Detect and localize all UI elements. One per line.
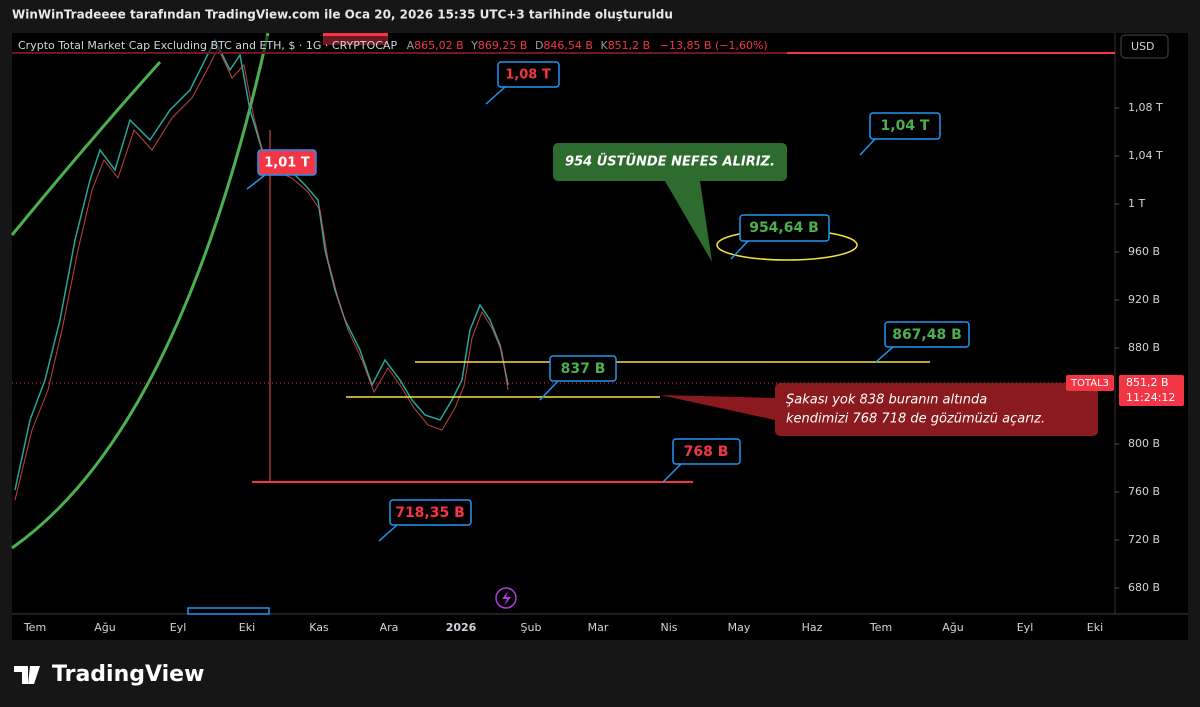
price-tick-label: 1,04 T [1128, 149, 1163, 162]
symbol-tag-text: TOTAL3 [1070, 378, 1109, 389]
callout: 1,04 T [859, 112, 941, 156]
note-text: kendimizi 768 718 de gözümüzü açarız. [786, 412, 1045, 427]
legend-bg [12, 36, 787, 54]
callout-box [869, 112, 941, 140]
note-box [775, 383, 1098, 436]
legend-symbol: Crypto Total Market Cap Excluding BTC an… [18, 39, 397, 52]
callout-text: 954,64 B [749, 220, 819, 236]
time-tick-label: Şub [521, 621, 542, 634]
callout-pointer [662, 463, 682, 483]
event-icon-bolt [502, 591, 511, 606]
symbol-tag [1066, 375, 1114, 391]
legend-value: 865,02 B [414, 39, 464, 52]
legend-label: Y [470, 39, 478, 52]
time-tick-label: Nis [660, 621, 677, 634]
callout-text: 837 B [561, 361, 606, 377]
price-tick-label: 1,08 T [1128, 101, 1163, 114]
legend-value: 851,2 B [608, 39, 651, 52]
price-tick-label: 800 B [1128, 437, 1160, 450]
note-box [553, 143, 787, 181]
price-tick-label: 720 B [1128, 533, 1160, 546]
callout: 954,64 B [730, 214, 830, 260]
price-tick-label: 760 B [1128, 485, 1160, 498]
callout: 1,01 T [246, 149, 317, 190]
price-tick-label: 1 T [1128, 197, 1145, 210]
note-pointer [660, 395, 775, 420]
time-tick-label: 2026 [446, 621, 477, 634]
time-tick-label: Eyl [170, 621, 187, 634]
legend-value: 869,25 B [478, 39, 528, 52]
callout: 867,48 B [875, 321, 970, 363]
note-pointer [665, 181, 712, 262]
callout-box [549, 355, 617, 382]
legend-label: A [407, 39, 415, 52]
time-tick-label: Eki [1087, 621, 1103, 634]
callout-box [884, 321, 970, 348]
callout-box [257, 149, 317, 176]
price-axis [1115, 33, 1188, 613]
currency-text: USD [1131, 40, 1155, 53]
legend-change: −13,85 B (−1,60%) [660, 39, 768, 52]
time-tick-label: Mar [588, 621, 609, 634]
legend: Crypto Total Market Cap Excluding BTC an… [18, 39, 768, 52]
note-text: 954 ÜSTÜNDE NEFES ALIRIZ. [565, 154, 775, 170]
legend-label: D [535, 39, 543, 52]
time-tick-label: Eyl [1017, 621, 1034, 634]
legend-value: 846,54 B [543, 39, 593, 52]
callout-text: 718,35 B [395, 505, 465, 521]
countdown-text: 11:24:12 [1126, 391, 1175, 404]
callout-text: 1,01 T [264, 156, 310, 171]
legend-label: K [600, 39, 608, 52]
price-tick-label: 960 B [1128, 245, 1160, 258]
price-axis-labels: 1,08 T 1,04 T 1 T 960 B 920 B 880 B 800 B 760 B… [1115, 101, 1163, 594]
header-text: WinWinTradeeee tarafından TradingView.co… [12, 8, 673, 22]
time-axis-labels: Tem Ağu Eyl Eki Kas Ara 2026 Şub Mar Nis May Haz Tem… [23, 621, 1103, 634]
callout-box [389, 499, 472, 526]
time-axis [12, 614, 1188, 640]
callout-text: 1,04 T [881, 118, 930, 134]
trend-curve [10, 60, 162, 236]
callout-pointer [875, 346, 894, 363]
callout-pointer [730, 240, 749, 260]
time-tick-label: Eki [239, 621, 255, 634]
event-icon[interactable] [495, 587, 517, 609]
time-tick-label: Ağu [94, 621, 115, 634]
callout-box [672, 438, 741, 465]
last-price-text: 851,2 B [1126, 376, 1169, 389]
callout: 718,35 B [378, 499, 472, 542]
callout: 768 B [662, 438, 741, 483]
callout-box [497, 61, 560, 88]
callout-pointer [539, 380, 559, 401]
callout-box [739, 214, 830, 242]
time-tick-label: Tem [869, 621, 892, 634]
brand-name: TradingView [52, 662, 204, 687]
callout: 1,08 T [485, 61, 560, 105]
time-tick-label: Kas [309, 621, 329, 634]
callout-pointer [485, 86, 506, 105]
callout-text: 867,48 B [892, 327, 962, 343]
currency-button[interactable] [1120, 34, 1169, 59]
brand-logo-dot [30, 667, 36, 673]
callout-pointer [378, 524, 398, 542]
price-tick-label: 680 B [1128, 581, 1160, 594]
callout-pointer [859, 138, 876, 156]
time-tick-label: Ağu [942, 621, 963, 634]
price-tick-label: 880 B [1128, 341, 1160, 354]
callout-pointer [246, 174, 266, 190]
price-path [14, 46, 509, 501]
time-tick-label: Ara [380, 621, 399, 634]
time-tick-label: Tem [23, 621, 46, 634]
note-text: Şakası yok 838 buranın altında [786, 393, 987, 408]
callout: 837 B [539, 355, 617, 401]
price-tick-label: 920 B [1128, 293, 1160, 306]
trend-curve [11, 32, 270, 550]
cut-callout [187, 607, 270, 615]
callout-text: 768 B [684, 444, 729, 460]
time-tick-label: May [728, 621, 751, 634]
time-tick-label: Haz [802, 621, 823, 634]
callout-text: 1,08 T [505, 68, 551, 83]
plot: 954 ÜSTÜNDE NEFES ALIRIZ. Şakası yok 838… [10, 32, 1115, 615]
last-price-tag [1119, 375, 1184, 406]
